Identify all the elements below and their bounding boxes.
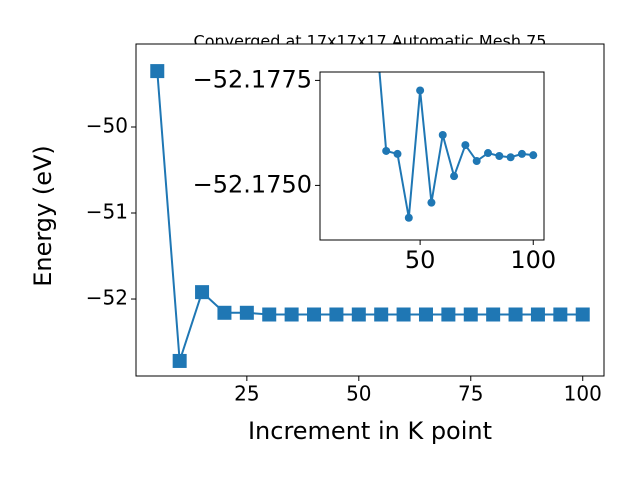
data-point — [351, 307, 366, 322]
data-point — [575, 307, 590, 322]
data-point — [495, 152, 504, 160]
data-point — [472, 157, 481, 166]
data-point — [529, 151, 538, 160]
data-point — [150, 64, 165, 79]
data-point — [418, 307, 433, 322]
x-tick-label: 50 — [346, 382, 371, 406]
data-point — [329, 307, 344, 322]
y-tick-label: −52.1750 — [193, 170, 312, 198]
data-point — [404, 213, 413, 222]
data-point — [195, 285, 210, 300]
x-tick-label: 100 — [510, 246, 556, 274]
data-point — [416, 86, 425, 95]
data-point — [484, 149, 492, 158]
data-point — [374, 307, 389, 322]
data-point — [530, 307, 545, 322]
data-point — [450, 172, 459, 181]
data-point — [393, 149, 402, 158]
data-point — [284, 307, 299, 322]
x-axis-label: Increment in K point — [248, 417, 492, 445]
data-point — [217, 305, 232, 320]
data-point — [371, 13, 379, 21]
axes-frame — [135, 43, 605, 377]
plot-series — [371, 13, 538, 222]
data-point — [427, 198, 436, 207]
data-point — [262, 307, 277, 322]
data-point — [382, 146, 391, 155]
data-point — [553, 307, 568, 322]
data-point — [486, 307, 501, 322]
x-tick-label: 100 — [564, 382, 602, 406]
data-point — [307, 307, 322, 322]
y-tick-label: −50 — [86, 114, 128, 138]
data-point — [239, 305, 254, 320]
axes-frame — [319, 71, 545, 241]
data-point — [441, 307, 456, 322]
data-point — [506, 153, 515, 162]
y-tick-label: −52 — [86, 286, 128, 310]
plot-series — [150, 64, 590, 368]
data-point — [461, 141, 470, 150]
y-axis-label: Energy (eV) — [29, 145, 57, 287]
data-point — [517, 149, 526, 158]
y-tick-label: −51 — [86, 200, 128, 224]
x-tick-label: 75 — [458, 382, 483, 406]
x-tick-label: 50 — [405, 246, 436, 274]
data-point — [438, 131, 447, 139]
x-tick-label: 25 — [234, 382, 259, 406]
data-point — [172, 353, 187, 368]
data-point — [396, 307, 411, 322]
data-point — [463, 307, 478, 322]
y-tick-label: −52.1775 — [193, 65, 312, 93]
data-point — [508, 307, 523, 322]
